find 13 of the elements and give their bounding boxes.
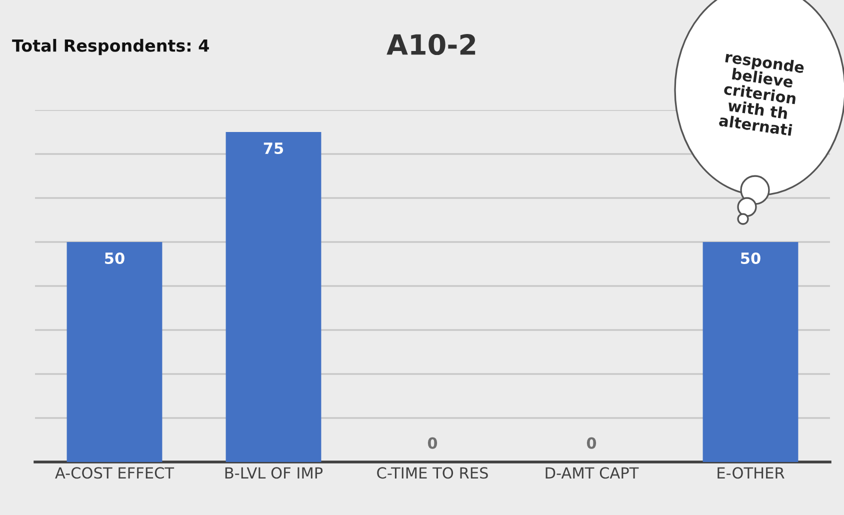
data-label: 0 bbox=[586, 437, 596, 449]
chart-title: A10-2 bbox=[386, 34, 476, 56]
x-tick-label: A-COST EFFECT bbox=[55, 467, 174, 479]
data-label: 50 bbox=[105, 252, 124, 264]
x-tick-label: D-AMT CAPT bbox=[546, 467, 639, 479]
text: Total Respondents: 4 bbox=[12, 38, 209, 56]
x-tick-label: C-TIME TO RES bbox=[377, 467, 488, 479]
data-label: 50 bbox=[741, 252, 760, 264]
annotation: responde believe criterion with th alternati bbox=[718, 50, 805, 136]
x-tick-label: B-LVL OF IMP bbox=[225, 467, 323, 479]
data-label: 0 bbox=[428, 437, 438, 449]
x-tick-label: E-OTHER bbox=[718, 467, 784, 479]
data-label: 75 bbox=[264, 142, 284, 154]
